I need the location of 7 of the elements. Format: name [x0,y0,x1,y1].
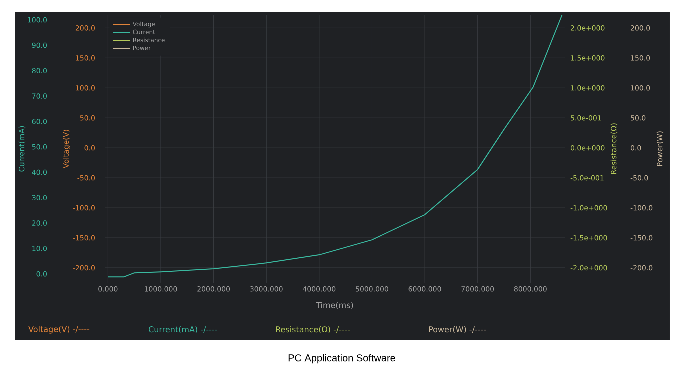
text: PC Application Software [288,354,396,364]
line-series [108,14,563,278]
text: Voltage(V) -/---- [28,326,90,334]
x-axis-title: Time(ms) [316,302,354,310]
text: Resistance(Ω) -/---- [276,326,350,334]
text: Current(mA) -/---- [148,326,218,334]
text: Power(W) -/---- [429,326,486,334]
